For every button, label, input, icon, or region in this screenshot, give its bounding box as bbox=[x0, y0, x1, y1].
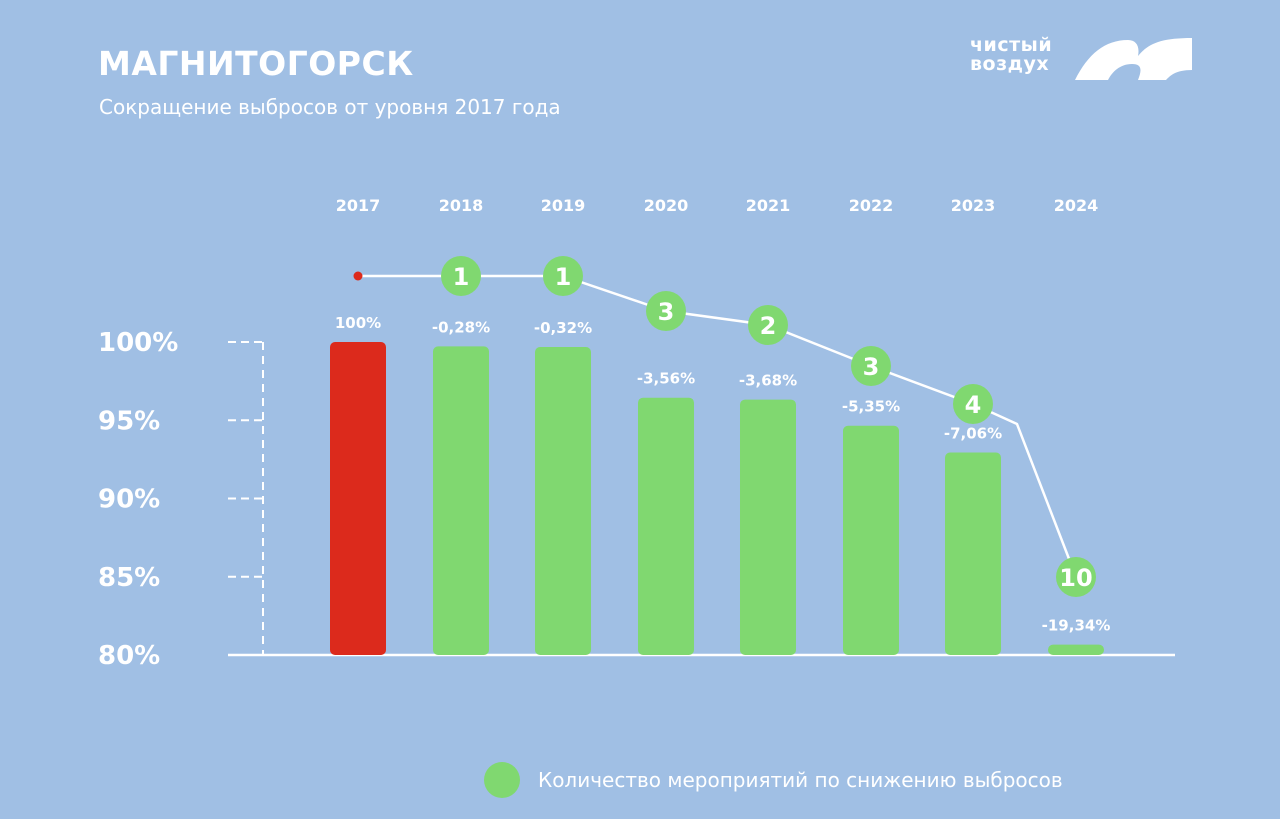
measures-count: 2 bbox=[760, 312, 777, 340]
measures-count: 4 bbox=[965, 391, 982, 419]
data-label: -3,68% bbox=[739, 372, 797, 390]
bar bbox=[638, 397, 694, 655]
bar bbox=[740, 399, 796, 655]
legend-label: Количество мероприятий по снижению выбро… bbox=[538, 768, 1063, 792]
data-label: -3,56% bbox=[637, 370, 695, 388]
bar bbox=[433, 346, 489, 655]
bar bbox=[843, 425, 899, 655]
logo-line1: чистый bbox=[970, 34, 1053, 56]
x-tick-label: 2019 bbox=[541, 196, 586, 215]
measures-marker bbox=[953, 384, 993, 424]
measures-marker bbox=[748, 305, 788, 345]
x-tick-label: 2024 bbox=[1054, 196, 1099, 215]
legend: Количество мероприятий по снижению выбро… bbox=[484, 762, 1063, 798]
data-label: -19,34% bbox=[1042, 617, 1111, 635]
measures-marker bbox=[543, 256, 583, 296]
measures-count: 1 bbox=[453, 263, 470, 291]
x-tick-label: 2023 bbox=[951, 196, 996, 215]
y-tick-label: 85% bbox=[98, 563, 160, 593]
y-tick-label: 90% bbox=[98, 485, 160, 515]
data-label: -0,28% bbox=[432, 318, 490, 336]
measures-count: 3 bbox=[863, 353, 880, 381]
legend-marker bbox=[484, 762, 520, 798]
x-tick-label: 2020 bbox=[644, 196, 689, 215]
logo-text: чистый воздух bbox=[970, 36, 1052, 74]
measures-marker bbox=[441, 256, 481, 296]
page-title: МАГНИТОГОРСК bbox=[98, 44, 414, 83]
data-label: -0,32% bbox=[534, 319, 592, 337]
page-subtitle: Сокращение выбросов от уровня 2017 года bbox=[99, 95, 561, 119]
x-tick-label: 2022 bbox=[849, 196, 894, 215]
measures-marker bbox=[851, 346, 891, 386]
measures-count: 10 bbox=[1059, 564, 1092, 592]
bar bbox=[535, 347, 591, 655]
measures-marker bbox=[1056, 557, 1096, 597]
data-label: -5,35% bbox=[842, 398, 900, 416]
brand-logo: чистый воздух bbox=[970, 36, 1192, 86]
bar bbox=[945, 452, 1001, 655]
bar bbox=[330, 342, 386, 655]
x-tick-label: 2018 bbox=[439, 196, 484, 215]
bar bbox=[1048, 644, 1104, 655]
logo-line2: воздух bbox=[970, 53, 1050, 75]
logo-wave-icon bbox=[1075, 38, 1192, 80]
start-dot bbox=[353, 271, 363, 281]
y-tick-label: 100% bbox=[98, 328, 178, 358]
measures-marker bbox=[646, 291, 686, 331]
x-tick-label: 2021 bbox=[746, 196, 791, 215]
y-tick-label: 95% bbox=[98, 406, 160, 436]
measures-count: 3 bbox=[658, 298, 675, 326]
x-tick-label: 2017 bbox=[336, 196, 381, 215]
data-label: 100% bbox=[335, 314, 381, 332]
data-label: -7,06% bbox=[944, 424, 1002, 442]
y-tick-label: 80% bbox=[98, 641, 160, 671]
measures-count: 1 bbox=[555, 263, 572, 291]
